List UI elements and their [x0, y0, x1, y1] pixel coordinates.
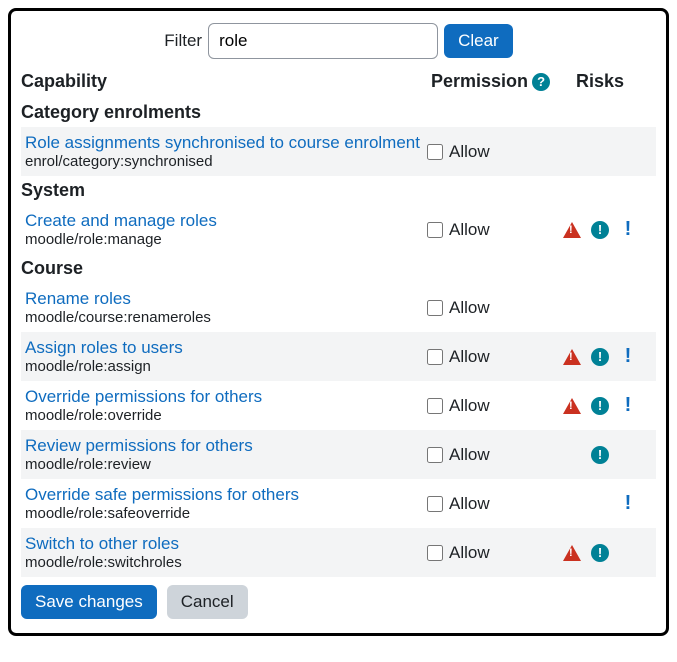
- risk-warning-icon: [563, 349, 581, 365]
- risk-warning-icon: [563, 545, 581, 561]
- risks-cell: !!: [562, 394, 652, 417]
- capability-row: Rename rolesmoodle/course:renameroles All…: [21, 283, 656, 332]
- capability-text: Override permissions for othersmoodle/ro…: [25, 387, 427, 424]
- permission-cell[interactable]: Allow: [427, 543, 562, 563]
- save-button[interactable]: Save changes: [21, 585, 157, 619]
- permission-cell[interactable]: Allow: [427, 396, 562, 416]
- form-actions: Save changes Cancel: [21, 585, 656, 619]
- permissions-panel: Filter Clear Capability Permission ? Ris…: [8, 8, 669, 636]
- capability-text: Review permissions for othersmoodle/role…: [25, 436, 427, 473]
- risk-xss-icon: !: [624, 345, 632, 368]
- capability-text: Rename rolesmoodle/course:renameroles: [25, 289, 427, 326]
- header-permission-label: Permission: [431, 71, 528, 92]
- capability-text: Assign roles to usersmoodle/role:assign: [25, 338, 427, 375]
- capability-link[interactable]: Create and manage roles: [25, 211, 217, 230]
- clear-button[interactable]: Clear: [444, 24, 513, 58]
- section-heading: Course: [21, 254, 656, 283]
- risk-info-icon: !: [591, 397, 609, 415]
- allow-label: Allow: [449, 396, 490, 416]
- allow-label: Allow: [449, 445, 490, 465]
- capability-code: enrol/category:synchronised: [25, 153, 427, 170]
- allow-checkbox[interactable]: [427, 447, 443, 463]
- capability-code: moodle/role:safeoverride: [25, 505, 427, 522]
- permission-cell[interactable]: Allow: [427, 347, 562, 367]
- allow-label: Allow: [449, 298, 490, 318]
- capability-text: Override safe permissions for othersmood…: [25, 485, 427, 522]
- capability-link[interactable]: Role assignments synchronised to course …: [25, 133, 420, 152]
- filter-label: Filter: [164, 31, 202, 51]
- permission-cell[interactable]: Allow: [427, 445, 562, 465]
- section-heading: Category enrolments: [21, 98, 656, 127]
- risk-info-icon: !: [591, 348, 609, 366]
- capability-link[interactable]: Assign roles to users: [25, 338, 183, 357]
- risks-cell: !: [562, 492, 652, 515]
- capability-link[interactable]: Override safe permissions for others: [25, 485, 299, 504]
- help-icon[interactable]: ?: [532, 73, 550, 91]
- capability-code: moodle/role:manage: [25, 231, 427, 248]
- capability-row: Override safe permissions for othersmood…: [21, 479, 656, 528]
- allow-checkbox[interactable]: [427, 496, 443, 512]
- permission-cell[interactable]: Allow: [427, 298, 562, 318]
- capability-row: Assign roles to usersmoodle/role:assignA…: [21, 332, 656, 381]
- capability-text: Role assignments synchronised to course …: [25, 133, 427, 170]
- risks-cell: !: [562, 544, 652, 562]
- allow-label: Allow: [449, 494, 490, 514]
- risk-info-icon: !: [591, 544, 609, 562]
- section-heading: System: [21, 176, 656, 205]
- allow-label: Allow: [449, 142, 490, 162]
- cancel-button[interactable]: Cancel: [167, 585, 248, 619]
- risk-info-icon: !: [591, 221, 609, 239]
- allow-label: Allow: [449, 543, 490, 563]
- permission-cell[interactable]: Allow: [427, 220, 562, 240]
- allow-checkbox[interactable]: [427, 300, 443, 316]
- allow-checkbox[interactable]: [427, 222, 443, 238]
- capability-row: Review permissions for othersmoodle/role…: [21, 430, 656, 479]
- capability-link[interactable]: Review permissions for others: [25, 436, 253, 455]
- allow-checkbox[interactable]: [427, 349, 443, 365]
- filter-input[interactable]: [208, 23, 438, 59]
- filter-row: Filter Clear: [21, 23, 656, 59]
- capability-row: Override permissions for othersmoodle/ro…: [21, 381, 656, 430]
- capability-text: Switch to other rolesmoodle/role:switchr…: [25, 534, 427, 571]
- risk-info-icon: !: [591, 446, 609, 464]
- allow-checkbox[interactable]: [427, 398, 443, 414]
- capability-text: Create and manage rolesmoodle/role:manag…: [25, 211, 427, 248]
- capability-link[interactable]: Switch to other roles: [25, 534, 179, 553]
- allow-label: Allow: [449, 220, 490, 240]
- capability-code: moodle/course:renameroles: [25, 309, 427, 326]
- table-header: Capability Permission ? Risks: [21, 69, 656, 98]
- header-permission: Permission ?: [431, 71, 566, 92]
- risks-cell: !!: [562, 345, 652, 368]
- capability-link[interactable]: Rename roles: [25, 289, 131, 308]
- risk-warning-icon: [563, 398, 581, 414]
- risk-xss-icon: !: [624, 492, 632, 515]
- risk-xss-icon: !: [624, 218, 632, 241]
- capability-code: moodle/role:switchroles: [25, 554, 427, 571]
- capability-row: Switch to other rolesmoodle/role:switchr…: [21, 528, 656, 577]
- capability-code: moodle/role:review: [25, 456, 427, 473]
- allow-checkbox[interactable]: [427, 545, 443, 561]
- risk-xss-icon: !: [624, 394, 632, 417]
- capability-row: Create and manage rolesmoodle/role:manag…: [21, 205, 656, 254]
- permission-cell[interactable]: Allow: [427, 142, 562, 162]
- capability-code: moodle/role:assign: [25, 358, 427, 375]
- risk-warning-icon: [563, 222, 581, 238]
- risks-cell: !!: [562, 218, 652, 241]
- capability-link[interactable]: Override permissions for others: [25, 387, 262, 406]
- header-risks: Risks: [566, 71, 656, 92]
- risks-cell: !: [562, 446, 652, 464]
- allow-label: Allow: [449, 347, 490, 367]
- allow-checkbox[interactable]: [427, 144, 443, 160]
- permission-cell[interactable]: Allow: [427, 494, 562, 514]
- capability-code: moodle/role:override: [25, 407, 427, 424]
- header-capability: Capability: [21, 71, 431, 92]
- capability-row: Role assignments synchronised to course …: [21, 127, 656, 176]
